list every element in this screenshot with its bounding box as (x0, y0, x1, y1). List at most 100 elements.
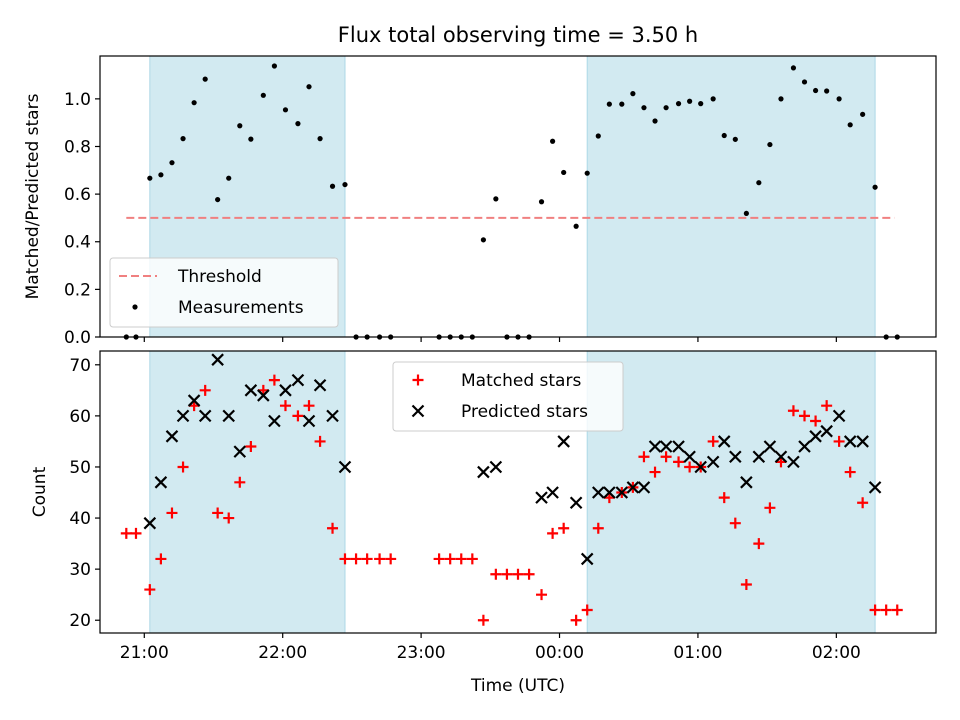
x-tick-label: 22:00 (258, 643, 307, 663)
data-point (833, 435, 845, 447)
data-point (790, 65, 797, 71)
data-point (342, 181, 348, 188)
data-point (753, 538, 765, 550)
data-point (489, 460, 503, 474)
data-point (606, 101, 612, 107)
data-point (455, 553, 467, 565)
data-point (573, 223, 579, 229)
data-point (295, 121, 301, 127)
data-point (824, 88, 830, 94)
data-point (778, 96, 784, 102)
data-point (314, 435, 326, 447)
data-point (291, 373, 305, 387)
data-point (799, 410, 811, 422)
data-point (706, 455, 720, 469)
legend-label: Threshold (177, 267, 262, 287)
data-point (683, 450, 696, 464)
x-tick-label: 01:00 (673, 643, 722, 663)
data-point (120, 527, 132, 539)
legend-label: Measurements (178, 298, 304, 318)
y-tick-label: 0.6 (64, 185, 91, 205)
data-point (536, 589, 548, 601)
data-point (569, 496, 583, 510)
data-point (659, 440, 673, 453)
data-point (740, 578, 752, 590)
data-point (740, 476, 753, 489)
data-point (630, 91, 636, 97)
data-point (847, 122, 853, 128)
data-point (860, 111, 866, 117)
plot-frame (99, 350, 937, 634)
data-point (327, 522, 339, 534)
data-point (787, 405, 799, 417)
y-tick-label: 50 (69, 458, 91, 478)
y-tick-label: 1.0 (64, 90, 91, 110)
data-point (177, 461, 189, 473)
y-tick-label: 0.8 (64, 137, 91, 157)
data-point (801, 79, 808, 85)
ratio-panel: 0.0 0.2 0.4 0.6 0.8 1.0 Matched/Predicted star… (23, 55, 937, 348)
series-measurements (123, 63, 900, 340)
y-tick-label: 70 (69, 356, 91, 376)
data-point (480, 237, 486, 243)
data-point (743, 210, 749, 217)
data-point (547, 527, 559, 539)
data-point (222, 409, 235, 423)
data-point (260, 92, 266, 98)
data-point (687, 98, 693, 104)
data-point (844, 466, 856, 478)
data-point (233, 445, 247, 458)
data-point (810, 415, 822, 427)
data-point (649, 466, 661, 478)
data-point (698, 101, 704, 107)
data-point (317, 136, 323, 142)
y-axis-label: Matched/Predicted stars (23, 93, 43, 299)
data-point (558, 522, 570, 534)
data-point (592, 522, 604, 534)
data-point (660, 451, 672, 463)
data-point (868, 481, 882, 494)
data-point (798, 440, 811, 453)
data-point (244, 384, 258, 397)
legend-label: Matched stars (461, 371, 581, 391)
plot-frame (99, 55, 937, 338)
data-point (147, 175, 153, 181)
data-point (237, 123, 243, 129)
data-point (176, 409, 190, 423)
data-point (843, 435, 857, 448)
legend-marker (412, 374, 424, 386)
y-tick-label: 0.0 (64, 328, 91, 348)
data-point (764, 502, 776, 514)
data-point (303, 400, 315, 412)
data-point (857, 497, 869, 509)
data-point (212, 507, 224, 519)
data-point (595, 133, 601, 139)
data-point (821, 400, 833, 412)
data-point (648, 440, 662, 453)
data-point (477, 465, 490, 479)
data-point (433, 553, 445, 565)
data-point (856, 435, 869, 448)
data-point (501, 568, 513, 580)
data-point (721, 132, 727, 139)
data-point (641, 105, 647, 111)
data-point (143, 516, 157, 530)
data-point (752, 450, 766, 464)
chart-title: Flux total observing time = 3.50 h (338, 23, 698, 47)
data-point (166, 507, 178, 519)
data-point (350, 553, 362, 565)
data-point (809, 430, 822, 443)
shaded-span (586, 350, 876, 634)
data-point (169, 160, 175, 166)
data-point (718, 492, 730, 504)
data-point (619, 101, 625, 107)
data-point (869, 604, 881, 616)
data-point (832, 409, 846, 423)
data-point (493, 196, 499, 202)
data-point (581, 604, 593, 616)
data-point (154, 476, 168, 489)
data-point (234, 476, 246, 488)
data-point (211, 353, 224, 366)
data-point (202, 76, 208, 82)
data-point (872, 184, 878, 190)
